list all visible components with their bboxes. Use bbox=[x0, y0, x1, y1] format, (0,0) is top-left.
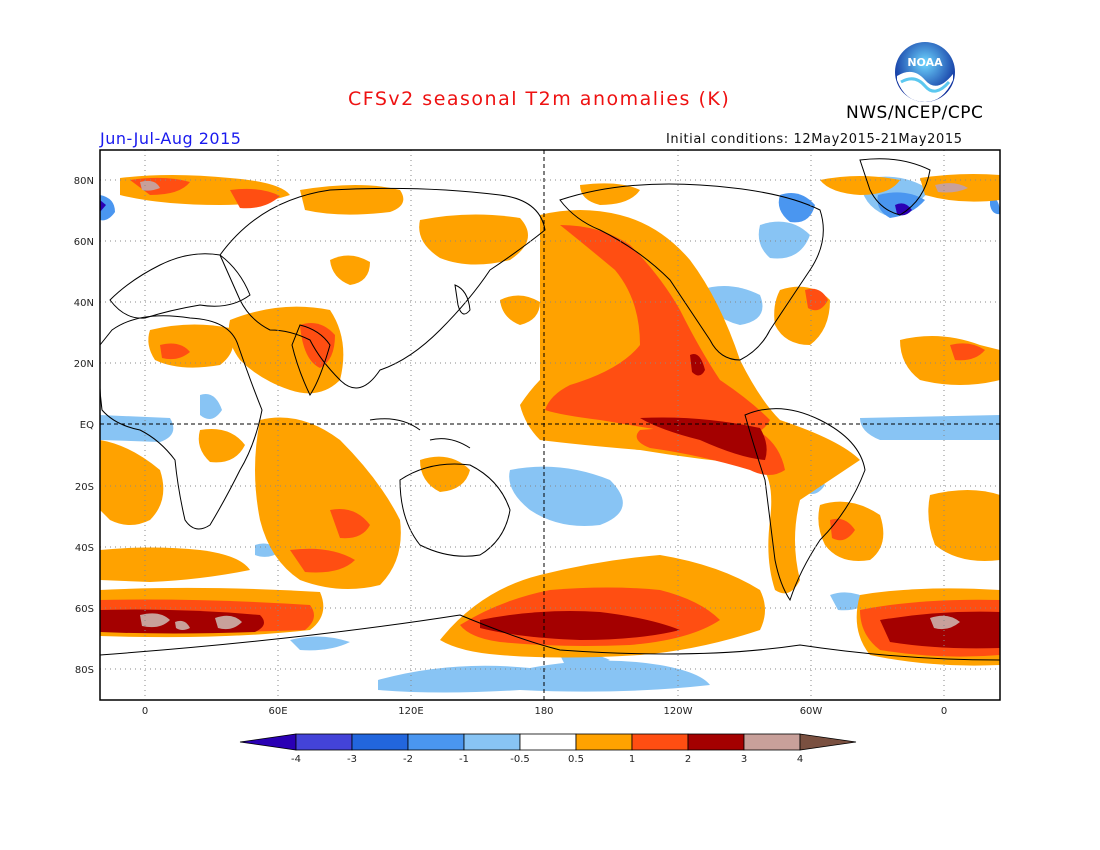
legend-swatch bbox=[463, 733, 521, 751]
lat-label: 60N bbox=[74, 237, 94, 248]
legend-swatch bbox=[407, 733, 465, 751]
lon-label: 60W bbox=[800, 706, 823, 717]
legend-tick-label: -0.5 bbox=[510, 754, 530, 765]
lon-label: 120W bbox=[664, 706, 693, 717]
lat-label: 40S bbox=[75, 543, 94, 554]
legend-arrow-high bbox=[799, 733, 857, 751]
legend-swatch bbox=[743, 733, 801, 751]
legend-tick-label: -3 bbox=[347, 754, 357, 765]
lon-label: 0 bbox=[142, 706, 148, 717]
lon-label: 60E bbox=[268, 706, 287, 717]
noaa-logo: NOAA bbox=[895, 42, 955, 102]
legend-tick-label: 4 bbox=[797, 754, 803, 765]
lon-label: 0 bbox=[941, 706, 947, 717]
legend-tick-label: -2 bbox=[403, 754, 413, 765]
anomaly-tan-regions bbox=[140, 180, 968, 630]
lon-label: 120E bbox=[398, 706, 423, 717]
legend-tick-label: -1 bbox=[459, 754, 469, 765]
legend-tick-label: 2 bbox=[685, 754, 691, 765]
graticule bbox=[100, 150, 1000, 700]
axis-labels: 80N 60N 40N 20N EQ 20S 40S 60S 80S 0 60E 120E 180 120… bbox=[74, 176, 947, 717]
logo-text: NOAA bbox=[907, 56, 943, 69]
legend-swatch bbox=[631, 733, 689, 751]
legend-swatch bbox=[575, 733, 633, 751]
equator-dateline bbox=[100, 150, 1000, 700]
lon-label: 180 bbox=[534, 706, 553, 717]
map-frame bbox=[99, 149, 1001, 701]
legend-swatch bbox=[519, 733, 577, 751]
season-label: Jun-Jul-Aug 2015 bbox=[100, 129, 242, 148]
lat-label: 80S bbox=[75, 665, 94, 676]
lat-label: 20N bbox=[74, 359, 94, 370]
legend-tick-label: 3 bbox=[741, 754, 747, 765]
initial-conditions-label: Initial conditions: 12May2015-21May2015 bbox=[666, 132, 963, 147]
legend-swatch bbox=[295, 733, 353, 751]
legend-swatch bbox=[687, 733, 745, 751]
organization-label: NWS/NCEP/CPC bbox=[846, 103, 984, 123]
map-title: CFSv2 seasonal T2m anomalies (K) bbox=[348, 88, 731, 110]
coastlines bbox=[100, 158, 1000, 661]
anomaly-dark-blue-regions bbox=[100, 200, 912, 216]
legend-tick-label: 1 bbox=[629, 754, 635, 765]
lat-label: EQ bbox=[80, 420, 94, 431]
lat-label: 80N bbox=[74, 176, 94, 187]
legend-tick-label: -4 bbox=[291, 754, 301, 765]
legend-tick-label: 0.5 bbox=[568, 754, 584, 765]
lat-label: 60S bbox=[75, 604, 94, 615]
lat-label: 40N bbox=[74, 298, 94, 309]
lat-label: 20S bbox=[75, 482, 94, 493]
legend-swatch bbox=[351, 733, 409, 751]
legend-arrow-low bbox=[239, 733, 297, 751]
